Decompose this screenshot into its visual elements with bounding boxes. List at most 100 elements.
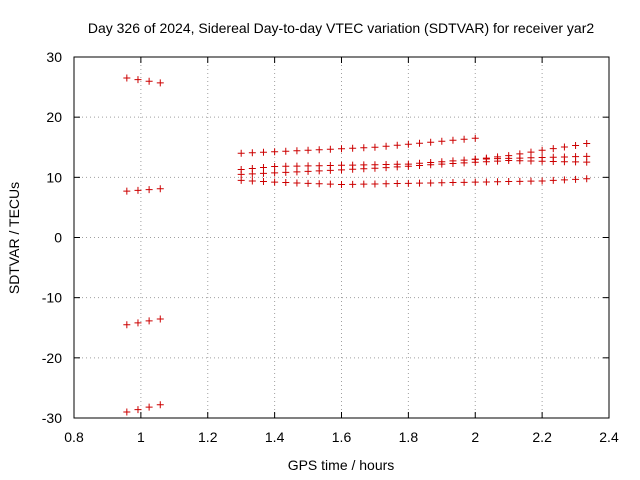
- data-point: [271, 178, 279, 186]
- data-point: [505, 178, 513, 186]
- x-tick-label: 1.8: [399, 429, 419, 445]
- data-point: [482, 154, 490, 162]
- data-point: [538, 146, 546, 154]
- data-point: [156, 185, 164, 193]
- data-point: [560, 176, 568, 184]
- data-point: [393, 180, 401, 188]
- data-point: [438, 137, 446, 145]
- data-point: [404, 140, 412, 148]
- data-point: [572, 175, 580, 183]
- data-point: [371, 180, 379, 188]
- data-point: [471, 155, 479, 163]
- data-point: [438, 179, 446, 187]
- x-tick-label: 2.4: [599, 429, 619, 445]
- data-point: [271, 163, 279, 171]
- data-series-arc-8: [237, 175, 591, 189]
- data-point: [549, 157, 557, 165]
- data-series-arc-2: [123, 185, 164, 195]
- data-point: [382, 164, 390, 172]
- x-tick-label: 1.4: [265, 429, 285, 445]
- data-point: [156, 79, 164, 87]
- y-tick-label: 10: [46, 169, 62, 185]
- x-tick-label: 1.2: [198, 429, 218, 445]
- data-point: [259, 148, 267, 156]
- data-point: [583, 139, 591, 147]
- data-point: [449, 179, 457, 187]
- data-point: [416, 179, 424, 187]
- data-point: [293, 179, 301, 187]
- y-tick-label: 20: [46, 109, 62, 125]
- data-point: [560, 158, 568, 166]
- data-point: [460, 178, 468, 186]
- data-point: [134, 406, 142, 414]
- plot-frame: [73, 56, 610, 419]
- data-point: [404, 162, 412, 170]
- data-point: [505, 152, 513, 160]
- data-point: [326, 166, 334, 174]
- data-series-arc-3: [123, 315, 164, 329]
- data-point: [427, 138, 435, 146]
- x-tick-label: 1.6: [332, 429, 352, 445]
- data-point: [123, 408, 131, 416]
- data-point: [404, 179, 412, 187]
- data-point: [360, 144, 368, 152]
- data-point: [516, 177, 524, 185]
- data-point: [237, 176, 245, 184]
- data-point: [237, 170, 245, 178]
- data-point: [583, 175, 591, 183]
- data-point: [538, 157, 546, 165]
- x-axis-label: GPS time / hours: [288, 457, 395, 473]
- data-point: [123, 74, 131, 82]
- x-tick-label: 1: [137, 429, 145, 445]
- data-point: [145, 186, 153, 194]
- data-point: [560, 143, 568, 151]
- data-point: [494, 153, 502, 161]
- data-point: [516, 150, 524, 158]
- y-tick-label: -30: [42, 410, 62, 426]
- data-point: [304, 146, 312, 154]
- data-point: [248, 170, 256, 178]
- data-point: [304, 179, 312, 187]
- data-point: [282, 168, 290, 176]
- data-point: [338, 145, 345, 153]
- data-point: [371, 143, 379, 151]
- data-point: [538, 177, 546, 185]
- data-point: [360, 165, 368, 173]
- data-point: [315, 180, 323, 188]
- data-point: [438, 160, 446, 168]
- data-point: [145, 403, 153, 411]
- data-point: [494, 178, 502, 186]
- data-point: [315, 167, 323, 175]
- x-tick-label: 2.2: [532, 429, 552, 445]
- data-point: [471, 178, 479, 186]
- x-tick-label: 2: [471, 429, 479, 445]
- data-point: [382, 142, 390, 150]
- data-series-arc-6: [237, 152, 591, 174]
- data-point: [145, 77, 153, 85]
- data-series-arc-1: [123, 74, 164, 87]
- y-tick-label: -20: [42, 350, 62, 366]
- data-series-arc-4: [123, 401, 164, 416]
- data-point: [315, 146, 323, 154]
- data-point: [527, 157, 535, 165]
- data-point: [134, 186, 142, 194]
- data-point: [449, 159, 457, 167]
- data-point: [349, 165, 357, 173]
- data-point: [527, 177, 535, 185]
- data-point: [259, 178, 267, 186]
- data-point: [123, 321, 131, 329]
- data-point: [393, 163, 401, 171]
- data-point: [549, 176, 557, 184]
- data-point: [237, 149, 245, 157]
- data-point: [156, 401, 164, 409]
- data-point: [382, 180, 390, 188]
- data-point: [460, 135, 468, 143]
- data-point: [482, 178, 490, 186]
- data-point: [271, 169, 279, 177]
- y-axis-label: SDTVAR / TECUs: [6, 182, 22, 294]
- data-point: [427, 179, 435, 187]
- data-series-arc-9: [471, 139, 591, 163]
- data-point: [572, 141, 580, 149]
- data-point: [460, 159, 468, 167]
